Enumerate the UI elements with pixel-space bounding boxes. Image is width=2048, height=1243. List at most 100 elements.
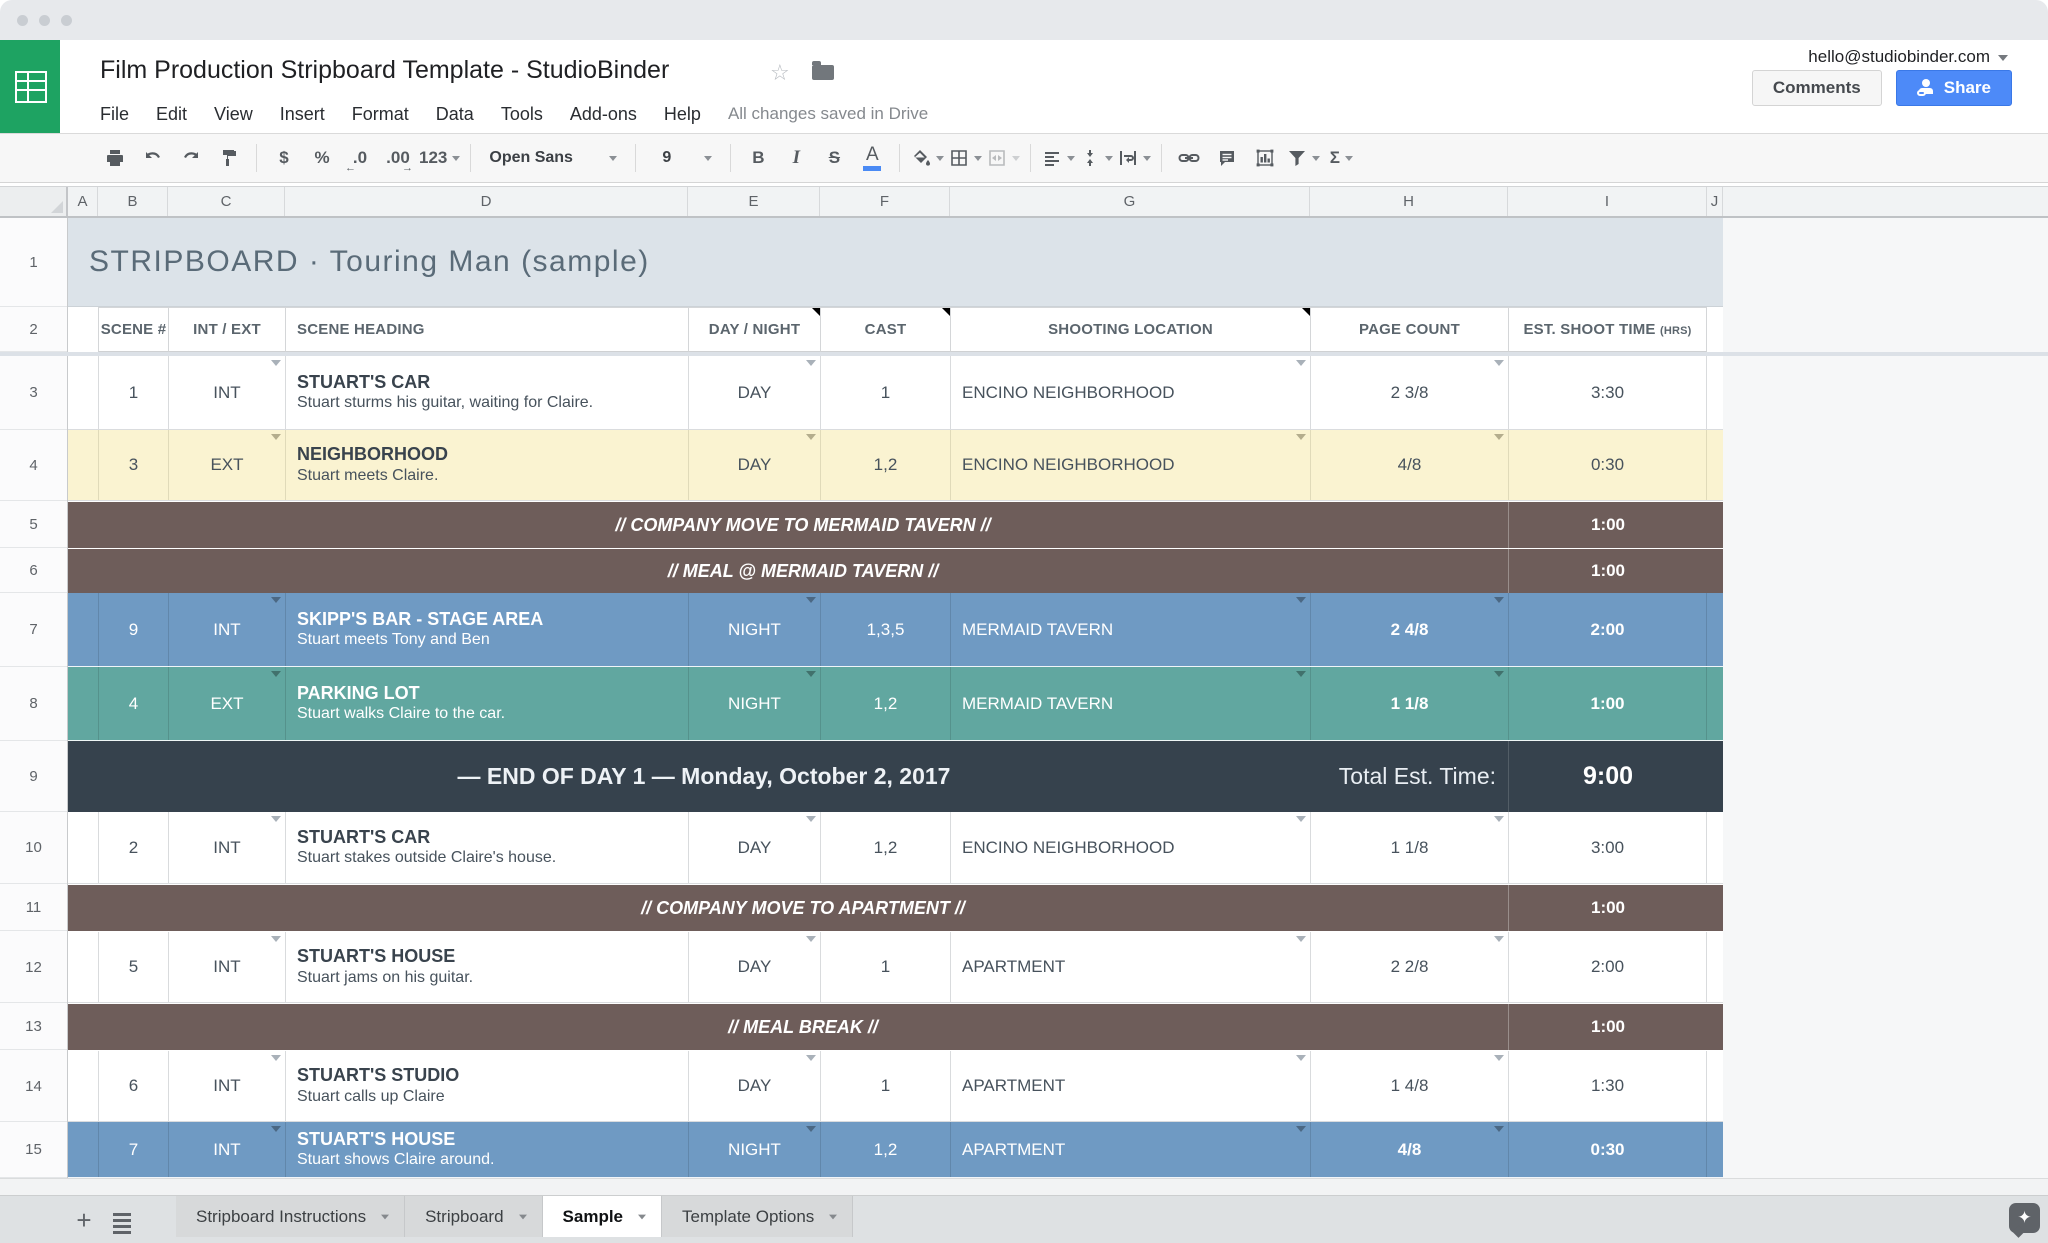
menu-format[interactable]: Format xyxy=(352,100,422,129)
font-family-select[interactable]: Open Sans xyxy=(481,141,625,175)
menu-view[interactable]: View xyxy=(214,100,266,129)
cell-spacer-a[interactable] xyxy=(68,812,98,883)
header-cast[interactable]: CAST xyxy=(820,307,950,352)
horizontal-align-icon[interactable] xyxy=(1041,141,1075,175)
sheet-title-row[interactable]: STRIPBOARD · Touring Man (sample) xyxy=(68,218,1723,307)
summary-total-label-cell[interactable]: Total Est. Time: xyxy=(1310,741,1508,812)
cell-spacer-j[interactable] xyxy=(1707,430,1723,500)
shoot-time-cell[interactable]: 3:00 xyxy=(1508,812,1707,883)
row-number-2[interactable]: 2 xyxy=(0,307,67,352)
sheet-tab-template-options[interactable]: Template Options xyxy=(662,1196,853,1237)
insert-chart-icon[interactable] xyxy=(1248,141,1282,175)
header-shooting-location[interactable]: SHOOTING LOCATION xyxy=(950,307,1310,352)
comments-button[interactable]: Comments xyxy=(1752,70,1882,106)
menu-tools[interactable]: Tools xyxy=(501,100,556,129)
cell-spacer-j[interactable] xyxy=(1707,593,1723,666)
tab-caret-icon[interactable] xyxy=(519,1214,527,1219)
cell-spacer-a[interactable] xyxy=(68,1004,98,1050)
int-ext-cell[interactable]: INT xyxy=(168,1122,285,1177)
day-night-cell[interactable]: DAY xyxy=(688,932,820,1002)
cell-spacer-j[interactable] xyxy=(1707,549,1723,593)
section-time-cell[interactable]: 1:00 xyxy=(1508,549,1707,593)
scene-heading-cell[interactable]: NEIGHBORHOODStuart meets Claire. xyxy=(285,430,688,500)
cell-spacer-a[interactable] xyxy=(68,667,98,740)
scene-number-cell[interactable]: 6 xyxy=(98,1051,168,1121)
header-est-shoot-time[interactable]: EST. SHOOT TIME (HRS) xyxy=(1508,307,1707,352)
cell-spacer-j[interactable] xyxy=(1707,885,1723,931)
scene-heading-cell[interactable]: STUART'S CARStuart stakes outside Claire… xyxy=(285,812,688,883)
header-scene-heading[interactable]: SCENE HEADING xyxy=(285,307,688,352)
shoot-time-cell[interactable]: 2:00 xyxy=(1508,593,1707,666)
tab-caret-icon[interactable] xyxy=(381,1214,389,1219)
row-number-5[interactable]: 5 xyxy=(0,502,67,548)
scene-heading-cell[interactable]: STUART'S HOUSEStuart jams on his guitar. xyxy=(285,932,688,1002)
shoot-time-cell[interactable]: 1:30 xyxy=(1508,1051,1707,1121)
location-cell[interactable]: APARTMENT xyxy=(950,932,1310,1002)
location-cell[interactable]: ENCINO NEIGHBORHOOD xyxy=(950,812,1310,883)
int-ext-cell[interactable]: EXT xyxy=(168,667,285,740)
cast-cell[interactable]: 1,2 xyxy=(820,430,950,500)
column-header-J[interactable]: J xyxy=(1707,187,1723,216)
section-label-cell[interactable]: // MEAL BREAK // xyxy=(98,1004,1508,1050)
section-time-cell[interactable]: 1:00 xyxy=(1508,885,1707,931)
menu-help[interactable]: Help xyxy=(664,100,714,129)
summary-label-cell[interactable]: — END OF DAY 1 — Monday, October 2, 2017 xyxy=(98,741,1310,812)
sheet-tab-stripboard[interactable]: Stripboard xyxy=(405,1196,542,1237)
column-header-B[interactable]: B xyxy=(98,187,168,216)
int-ext-cell[interactable]: INT xyxy=(168,593,285,666)
shoot-time-cell[interactable]: 3:30 xyxy=(1508,356,1707,429)
bold-button[interactable]: B xyxy=(741,141,775,175)
int-ext-cell[interactable]: INT xyxy=(168,1051,285,1121)
star-icon[interactable]: ☆ xyxy=(770,60,790,86)
cell-spacer-a[interactable] xyxy=(68,549,98,593)
scene-number-cell[interactable]: 7 xyxy=(98,1122,168,1177)
location-cell[interactable]: APARTMENT xyxy=(950,1051,1310,1121)
cell-spacer-j[interactable] xyxy=(1707,812,1723,883)
column-header-C[interactable]: C xyxy=(168,187,285,216)
format-currency-button[interactable]: $ xyxy=(267,141,301,175)
share-button[interactable]: Share xyxy=(1896,70,2012,106)
page-count-cell[interactable]: 1 1/8 xyxy=(1310,812,1508,883)
column-header-I[interactable]: I xyxy=(1508,187,1707,216)
day-night-cell[interactable]: NIGHT xyxy=(688,1122,820,1177)
row-number-15[interactable]: 15 xyxy=(0,1122,67,1178)
page-count-cell[interactable]: 2 2/8 xyxy=(1310,932,1508,1002)
cell-spacer-a[interactable] xyxy=(68,741,98,812)
menu-file[interactable]: File xyxy=(100,100,142,129)
row-number-7[interactable]: 7 xyxy=(0,593,67,667)
cell-spacer-j[interactable] xyxy=(1707,667,1723,740)
cast-cell[interactable]: 1 xyxy=(820,356,950,429)
page-count-cell[interactable]: 1 4/8 xyxy=(1310,1051,1508,1121)
undo-icon[interactable] xyxy=(136,141,170,175)
strikethrough-button[interactable]: S xyxy=(817,141,851,175)
insert-link-icon[interactable] xyxy=(1172,141,1206,175)
text-wrap-icon[interactable] xyxy=(1117,141,1151,175)
section-label-cell[interactable]: // COMPANY MOVE TO MERMAID TAVERN // xyxy=(98,502,1508,548)
italic-button[interactable]: I xyxy=(779,141,813,175)
format-percent-button[interactable]: % xyxy=(305,141,339,175)
shoot-time-cell[interactable]: 0:30 xyxy=(1508,1122,1707,1177)
cell-spacer-a[interactable] xyxy=(68,593,98,666)
cell-spacer-a[interactable] xyxy=(68,502,98,548)
window-minimize-button[interactable] xyxy=(39,15,50,26)
row-number-4[interactable]: 4 xyxy=(0,430,67,501)
scene-number-cell[interactable]: 4 xyxy=(98,667,168,740)
horizontal-scrollbar[interactable] xyxy=(0,1178,2048,1196)
column-header-D[interactable]: D xyxy=(285,187,688,216)
font-size-select[interactable]: 9 xyxy=(646,141,720,175)
cell-spacer-a[interactable] xyxy=(68,1122,98,1177)
tab-caret-icon[interactable] xyxy=(829,1214,837,1219)
summary-time-cell[interactable]: 9:00 xyxy=(1508,741,1707,812)
column-header-F[interactable]: F xyxy=(820,187,950,216)
column-header-E[interactable]: E xyxy=(688,187,820,216)
cast-cell[interactable]: 1 xyxy=(820,1051,950,1121)
int-ext-cell[interactable]: EXT xyxy=(168,430,285,500)
folder-icon[interactable] xyxy=(812,65,834,80)
header-int-ext[interactable]: INT / EXT xyxy=(168,307,285,352)
filter-icon[interactable] xyxy=(1286,141,1320,175)
location-cell[interactable]: MERMAID TAVERN xyxy=(950,593,1310,666)
column-header-G[interactable]: G xyxy=(950,187,1310,216)
header-page-count[interactable]: PAGE COUNT xyxy=(1310,307,1508,352)
day-night-cell[interactable]: NIGHT xyxy=(688,667,820,740)
print-icon[interactable] xyxy=(98,141,132,175)
